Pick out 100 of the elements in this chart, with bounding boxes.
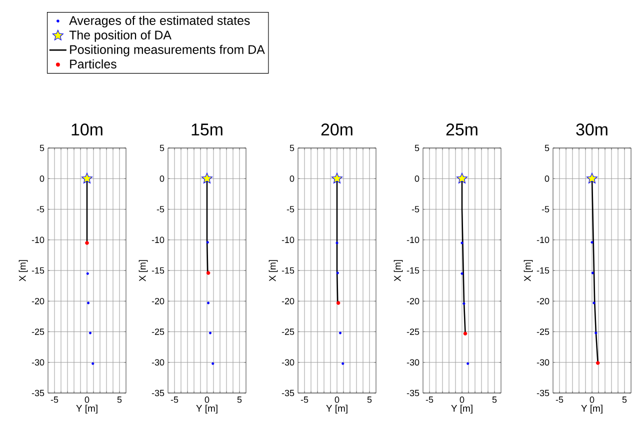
point: [207, 302, 210, 304]
y-tick-label: -20: [282, 298, 294, 304]
x-axis-title: Y [m]: [76, 404, 98, 414]
x-axis-title: Y [m]: [196, 404, 218, 414]
x-tick-label: 5: [622, 396, 627, 403]
y-tick-label: -25: [536, 328, 550, 335]
y-tick-label: -5: [36, 206, 44, 212]
y-tick-label: -20: [406, 298, 420, 304]
y-tick-label: -5: [542, 206, 550, 212]
y-tick-label: -15: [282, 267, 294, 274]
x-tick-label: -5: [300, 396, 308, 403]
y-tick-label: -30: [32, 359, 44, 366]
y-tick-label: -35: [406, 390, 420, 396]
point: [336, 272, 339, 274]
chart-title: 10m: [72, 124, 102, 136]
y-tick-label: -30: [282, 359, 294, 366]
y-tick-label: -20: [152, 298, 164, 304]
y-tick-label: 0: [290, 175, 294, 182]
y-tick-label: 0: [160, 175, 164, 182]
y-tick-label: -35: [32, 390, 44, 396]
x-tick-label: 0: [334, 396, 340, 403]
x-tick-label: 5: [367, 396, 372, 403]
y-tick-label: -15: [536, 267, 550, 274]
y-tick-label: 5: [290, 144, 294, 152]
y-axis-title: X [m]: [138, 260, 148, 282]
point: [596, 361, 600, 365]
point: [201, 172, 213, 184]
y-axis-title: X [m]: [18, 260, 28, 282]
y-tick-label: -5: [286, 206, 294, 212]
point: [466, 362, 470, 365]
y-tick-label: -10: [282, 236, 294, 244]
point: [331, 172, 343, 184]
point: [336, 301, 340, 305]
point: [591, 272, 594, 274]
y-axis-title: X [m]: [268, 260, 278, 282]
x-tick-label: 0: [460, 396, 464, 403]
legend-label: Particles: [70, 59, 116, 68]
legend-label: Positioning measurements from DA: [70, 44, 265, 56]
x-axis-title: Y [m]: [581, 404, 602, 414]
y-tick-label: -5: [412, 206, 420, 212]
y-tick-label: 0: [544, 175, 550, 182]
chart-title: 20m: [321, 124, 352, 136]
y-axis-title: X [m]: [524, 260, 533, 282]
x-tick-label: -5: [50, 396, 58, 403]
y-tick-label: -35: [282, 390, 294, 396]
point: [86, 272, 89, 275]
point: [460, 242, 464, 244]
x-tick-label: 0: [84, 396, 90, 403]
x-axis-title: Y [m]: [326, 404, 348, 414]
point: [594, 332, 598, 334]
x-tick-label: 5: [117, 396, 122, 403]
y-tick-label: 5: [544, 144, 550, 152]
y-tick-label: -10: [406, 236, 420, 244]
y-tick-label: -15: [152, 267, 164, 274]
point: [81, 172, 93, 184]
y-tick-label: -20: [32, 298, 44, 304]
x-tick-label: -5: [556, 396, 564, 403]
y-tick-label: -25: [282, 328, 294, 335]
y-tick-label: -35: [152, 390, 164, 396]
point: [85, 241, 89, 245]
y-tick-label: -10: [32, 236, 44, 244]
point: [212, 362, 214, 365]
y-tick-label: -20: [536, 298, 550, 304]
y-axis-title: X [m]: [394, 260, 403, 282]
y-tick-label: -30: [536, 359, 550, 366]
y-tick-label: 5: [160, 144, 164, 152]
point: [208, 332, 212, 334]
y-tick-label: -25: [152, 328, 164, 335]
point: [336, 242, 338, 244]
point: [206, 241, 209, 244]
y-tick-label: -25: [406, 328, 420, 335]
legend-label: Averages of the estimated states: [69, 16, 250, 28]
x-tick-label: 0: [590, 396, 594, 403]
x-tick-label: 0: [204, 396, 210, 403]
point: [592, 302, 596, 304]
point: [460, 272, 464, 275]
y-tick-label: -35: [536, 390, 550, 396]
point: [586, 172, 598, 184]
y-tick-label: -10: [536, 236, 550, 244]
y-tick-label: -10: [152, 236, 164, 244]
chart-title: 25m: [446, 124, 478, 136]
point: [342, 362, 344, 365]
x-tick-label: -5: [426, 396, 434, 403]
y-tick-label: 5: [414, 144, 420, 152]
y-tick-label: -15: [406, 267, 420, 274]
y-tick-label: 5: [40, 144, 44, 152]
x-tick-label: 5: [237, 396, 242, 403]
point: [206, 271, 210, 275]
y-tick-label: -15: [32, 267, 44, 274]
y-tick-label: 0: [414, 175, 420, 182]
x-tick-label: 5: [492, 396, 497, 403]
point: [92, 362, 94, 365]
x-tick-label: -5: [170, 396, 178, 403]
point: [456, 172, 468, 184]
point: [590, 241, 594, 244]
point: [463, 332, 468, 336]
y-tick-label: -30: [406, 359, 420, 366]
point: [87, 302, 90, 304]
chart-title: 30m: [576, 124, 608, 136]
chart-title: 15m: [192, 124, 222, 136]
